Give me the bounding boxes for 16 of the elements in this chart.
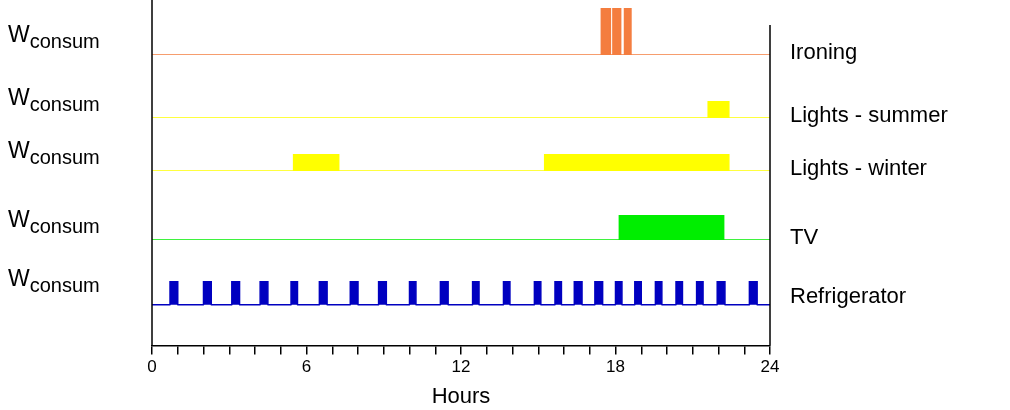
y-axis-title: W$_{consum}$ [8, 265, 100, 297]
x-tick-label: 12 [451, 357, 471, 377]
y2-axis-title: TV [790, 224, 819, 250]
y-axis-title: W$_{consum}$ [8, 84, 100, 116]
y-axis-title: W$_{consum}$ [8, 206, 100, 238]
y-axis-title: W$_{consum}$ [8, 21, 100, 53]
y2-axis-title: Refrigerator [790, 283, 907, 309]
x-tick-label: 0 [147, 357, 157, 377]
x-tick-label: 18 [606, 357, 625, 377]
y-axis-title: W$_{consum}$ [8, 137, 100, 169]
y2-axis-title: Ironing [790, 39, 858, 65]
y2-axis-title: Lights - summer [790, 102, 948, 128]
y2-axis-title: Lights - winter [790, 155, 927, 181]
x-tick-label: 24 [760, 357, 780, 377]
x-axis-title: Hours [431, 382, 491, 408]
x-tick-label: 6 [301, 357, 312, 377]
